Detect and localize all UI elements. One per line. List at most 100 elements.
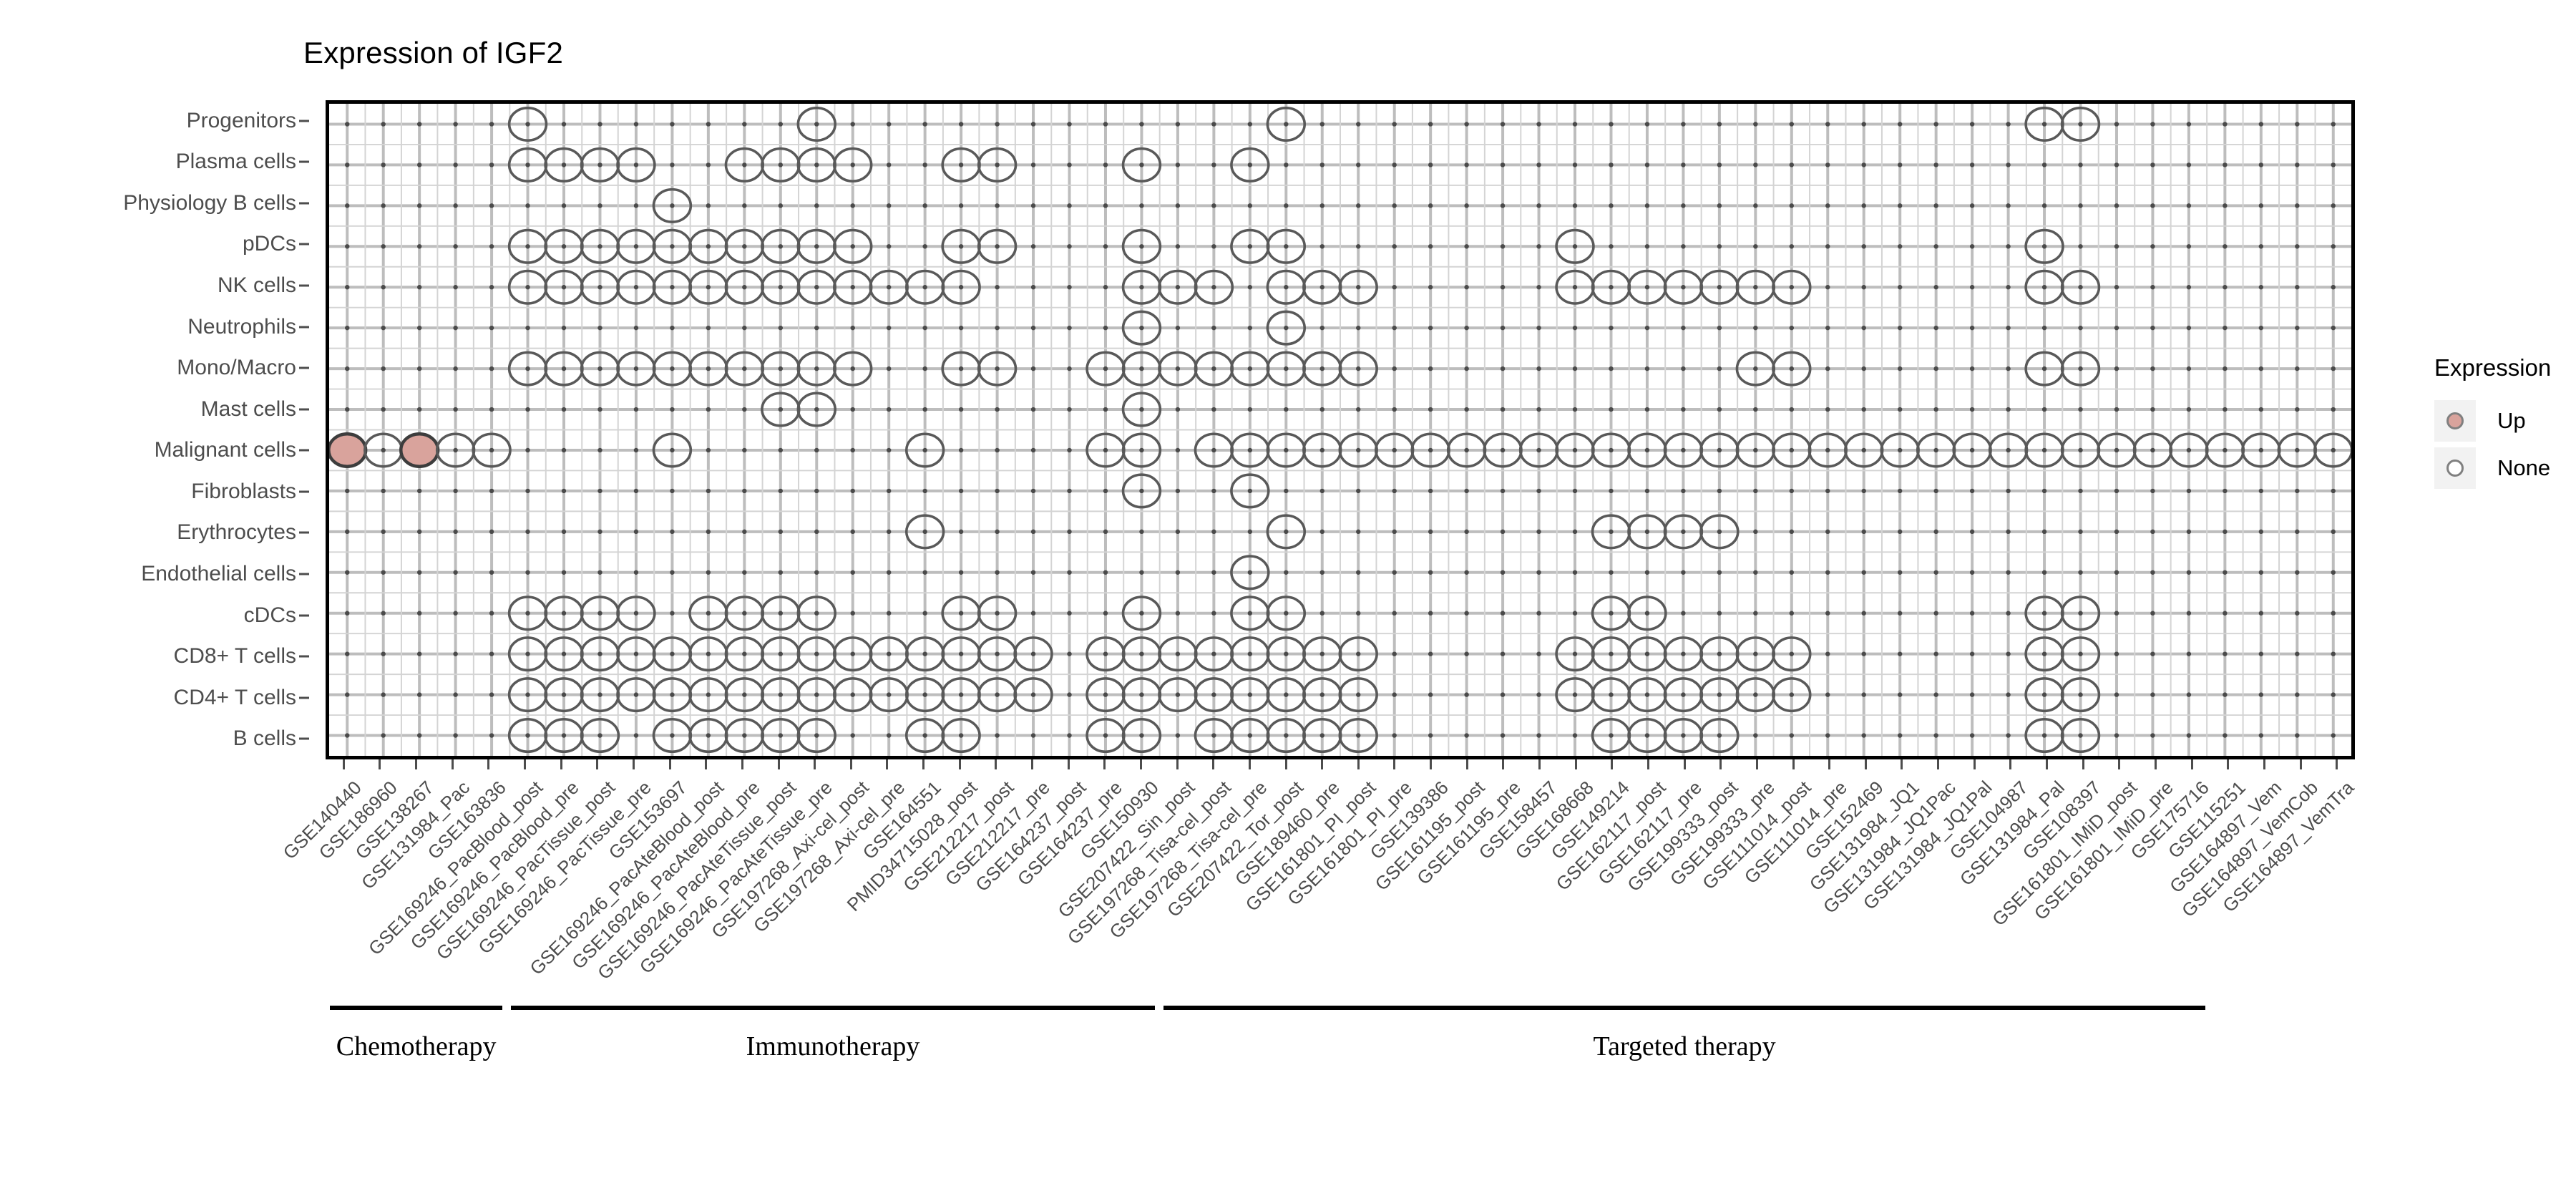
expression-dot (1121, 596, 1162, 631)
expression-dot (761, 718, 801, 754)
expression-dot (2060, 106, 2101, 142)
x-axis-tick (1031, 759, 1034, 769)
y-axis-label: Plasma cells (175, 150, 296, 174)
expression-dot (2060, 636, 2101, 672)
x-axis-tick (342, 759, 345, 769)
expression-dot (1230, 596, 1270, 631)
expression-dot (1772, 351, 1812, 387)
expression-dot (507, 636, 548, 672)
group-bracket-line (330, 1006, 503, 1010)
y-axis-label: Physiology B cells (123, 190, 296, 215)
expression-dot (1663, 677, 1704, 713)
expression-dot (1121, 269, 1162, 305)
expression-dot (688, 636, 728, 672)
expression-dot (1121, 351, 1162, 387)
expression-dot (1699, 636, 1740, 672)
x-axis-tick (1321, 759, 1324, 769)
expression-dot (1085, 636, 1126, 672)
expression-dot (941, 228, 981, 264)
expression-dot (2060, 596, 2101, 631)
expression-dot (1194, 677, 1234, 713)
expression-dot (580, 351, 620, 387)
expression-dot (1230, 147, 1270, 183)
expression-dot (1591, 269, 1631, 305)
expression-dot (1663, 514, 1704, 550)
expression-dot (724, 718, 765, 754)
x-axis-tick (2082, 759, 2084, 769)
expression-dot (1302, 269, 1342, 305)
x-axis-tick (632, 759, 635, 769)
expression-dot (1266, 228, 1307, 264)
y-axis-label: Mono/Macro (177, 356, 296, 380)
expression-dot (435, 432, 476, 468)
expression-dot (1121, 392, 1162, 427)
expression-dot (1880, 432, 1920, 468)
expression-dot (1663, 636, 1704, 672)
x-axis-tick (705, 759, 708, 769)
expression-dot (977, 596, 1018, 631)
expression-dot (2277, 432, 2318, 468)
expression-dot (507, 106, 548, 142)
legend-item[interactable]: Up (2434, 397, 2576, 444)
expression-dot (2024, 351, 2064, 387)
page-title: Expression of IGF2 (303, 36, 564, 69)
expression-dot (688, 351, 728, 387)
expression-dot (1121, 718, 1162, 754)
expression-dot (1663, 432, 1704, 468)
expression-dot (652, 677, 693, 713)
expression-dot (1627, 432, 1667, 468)
y-axis-label: Erythrocytes (177, 520, 296, 545)
expression-dot (2024, 636, 2064, 672)
expression-dot (1591, 718, 1631, 754)
expression-dot (1555, 269, 1595, 305)
expression-dot (1302, 351, 1342, 387)
expression-dot (904, 677, 945, 713)
expression-dot (1121, 677, 1162, 713)
expression-dot (796, 718, 836, 754)
expression-dot (1302, 432, 1342, 468)
expression-dot (1338, 269, 1378, 305)
expression-dot (688, 718, 728, 754)
expression-dot (616, 147, 656, 183)
y-axis-tick (299, 284, 309, 287)
y-axis-tick (299, 366, 309, 369)
expression-dot (2024, 677, 2064, 713)
expression-dot (833, 636, 873, 672)
expression-dot (1735, 677, 1776, 713)
expression-dot (652, 432, 693, 468)
expression-dot (1338, 718, 1378, 754)
x-axis-tick (1357, 759, 1360, 769)
x-axis-tick (524, 759, 527, 769)
expression-dot (544, 351, 584, 387)
expression-dot (941, 351, 981, 387)
legend-items: Up None (2434, 397, 2576, 492)
expression-dot (1230, 473, 1270, 509)
expression-dot (796, 228, 836, 264)
expression-dot (1121, 228, 1162, 264)
expression-dot (363, 432, 404, 468)
x-axis-labels: GSE140440 GSE186960 GSE138267 GSE131984_Pac… (0, 771, 2576, 1007)
expression-dot (1266, 718, 1307, 754)
x-axis-tick (1973, 759, 1976, 769)
expression-dot (544, 636, 584, 672)
x-axis-tick (1067, 759, 1070, 769)
group-bracket-label: Chemotherapy (336, 1031, 497, 1061)
x-axis-tick (1828, 759, 1831, 769)
expression-dot (652, 351, 693, 387)
expression-dot (1121, 147, 1162, 183)
expression-dot (869, 636, 909, 672)
expression-dot (1410, 432, 1450, 468)
x-axis-tick (922, 759, 925, 769)
x-axis-tick (2118, 759, 2121, 769)
legend-item[interactable]: None (2434, 444, 2576, 492)
expression-dot (2024, 106, 2064, 142)
y-axis-label: pDCs (242, 232, 296, 256)
expression-dot (1446, 432, 1487, 468)
y-axis-label: CD4+ T cells (173, 685, 296, 709)
expression-dot (1772, 269, 1812, 305)
expression-dot (472, 432, 512, 468)
expression-dot (329, 432, 368, 468)
x-axis-tick (2190, 759, 2193, 769)
expression-dot (977, 351, 1018, 387)
expression-dot (1085, 677, 1126, 713)
